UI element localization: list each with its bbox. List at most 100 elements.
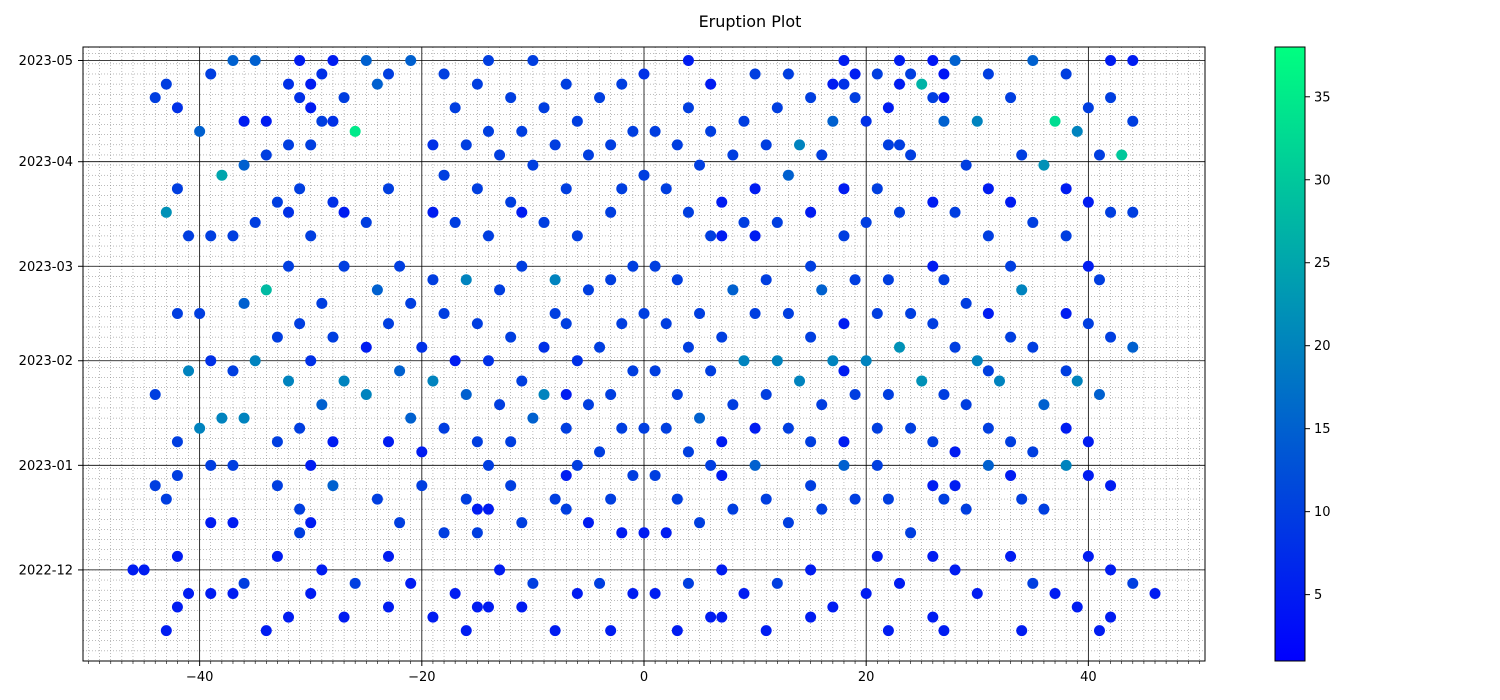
- data-point: [860, 115, 872, 127]
- data-point: [816, 284, 828, 296]
- data-point: [782, 308, 794, 320]
- data-point: [1127, 115, 1139, 127]
- data-point: [849, 493, 861, 505]
- data-point: [1060, 183, 1072, 195]
- data-point: [805, 480, 817, 492]
- data-point: [294, 183, 306, 195]
- data-point: [482, 601, 494, 613]
- data-point: [705, 611, 717, 623]
- data-point: [482, 230, 494, 242]
- data-point: [294, 527, 306, 539]
- data-point: [727, 399, 739, 411]
- data-point: [505, 436, 517, 448]
- data-point: [149, 480, 161, 492]
- data-point: [749, 308, 761, 320]
- data-point: [171, 436, 183, 448]
- data-point: [882, 388, 894, 400]
- data-point: [1082, 469, 1094, 481]
- data-point: [738, 588, 750, 600]
- data-point: [571, 115, 583, 127]
- data-point: [460, 625, 472, 637]
- data-point: [205, 68, 217, 80]
- data-point: [149, 388, 161, 400]
- data-point: [705, 230, 717, 242]
- data-point: [805, 260, 817, 272]
- colorbar-tick-label: 10: [1314, 505, 1331, 520]
- data-point: [338, 206, 350, 218]
- data-point: [860, 588, 872, 600]
- data-point: [1127, 206, 1139, 218]
- data-point: [1082, 102, 1094, 114]
- data-point: [482, 503, 494, 515]
- data-point: [1005, 92, 1017, 104]
- data-point: [560, 422, 572, 434]
- data-point: [949, 206, 961, 218]
- data-point: [760, 493, 772, 505]
- data-point: [271, 436, 283, 448]
- data-point: [571, 459, 583, 471]
- chart-title: Eruption Plot: [699, 12, 802, 31]
- data-point: [471, 601, 483, 613]
- data-point: [771, 355, 783, 367]
- data-point: [338, 611, 350, 623]
- data-point: [905, 68, 917, 80]
- colorbar-ticks: 5 10 15 20 25 30 35: [1305, 90, 1331, 603]
- data-point: [1060, 422, 1072, 434]
- data-point: [938, 493, 950, 505]
- data-point: [171, 183, 183, 195]
- plot-area: [82, 46, 1206, 662]
- data-point: [605, 274, 617, 286]
- data-point: [849, 274, 861, 286]
- data-point: [649, 260, 661, 272]
- data-point: [227, 459, 239, 471]
- data-point: [727, 284, 739, 296]
- data-point: [682, 54, 694, 66]
- data-point: [249, 216, 261, 228]
- data-point: [671, 493, 683, 505]
- data-point: [816, 503, 828, 515]
- data-point: [1049, 115, 1061, 127]
- data-point: [160, 493, 172, 505]
- data-point: [471, 436, 483, 448]
- data-point: [605, 493, 617, 505]
- data-point: [1105, 564, 1117, 576]
- data-point: [838, 436, 850, 448]
- data-point: [882, 139, 894, 151]
- data-point: [427, 139, 439, 151]
- data-point: [627, 125, 639, 137]
- data-point: [205, 517, 217, 529]
- data-point: [960, 159, 972, 171]
- data-point: [205, 355, 217, 367]
- data-point: [938, 68, 950, 80]
- data-point: [283, 206, 295, 218]
- data-point: [738, 216, 750, 228]
- y-tick-label: 2023-02: [19, 354, 73, 369]
- data-point: [316, 297, 328, 309]
- data-point: [1060, 230, 1072, 242]
- data-point: [938, 115, 950, 127]
- data-point: [294, 503, 306, 515]
- data-point: [582, 517, 594, 529]
- data-point: [316, 399, 328, 411]
- data-point: [283, 375, 295, 387]
- data-point: [1105, 611, 1117, 623]
- data-point: [1060, 459, 1072, 471]
- data-point: [694, 308, 706, 320]
- data-point: [494, 149, 506, 161]
- data-point: [360, 216, 372, 228]
- data-point: [960, 399, 972, 411]
- data-point: [916, 78, 928, 90]
- data-point: [394, 517, 406, 529]
- data-point: [449, 588, 461, 600]
- data-point: [894, 78, 906, 90]
- y-tick-label: 2023-01: [19, 459, 73, 474]
- data-point: [1071, 601, 1083, 613]
- data-point: [649, 125, 661, 137]
- data-point: [805, 92, 817, 104]
- data-point: [1093, 388, 1105, 400]
- data-point: [827, 355, 839, 367]
- data-point: [1005, 260, 1017, 272]
- data-point: [905, 308, 917, 320]
- data-point: [438, 169, 450, 181]
- data-point: [849, 68, 861, 80]
